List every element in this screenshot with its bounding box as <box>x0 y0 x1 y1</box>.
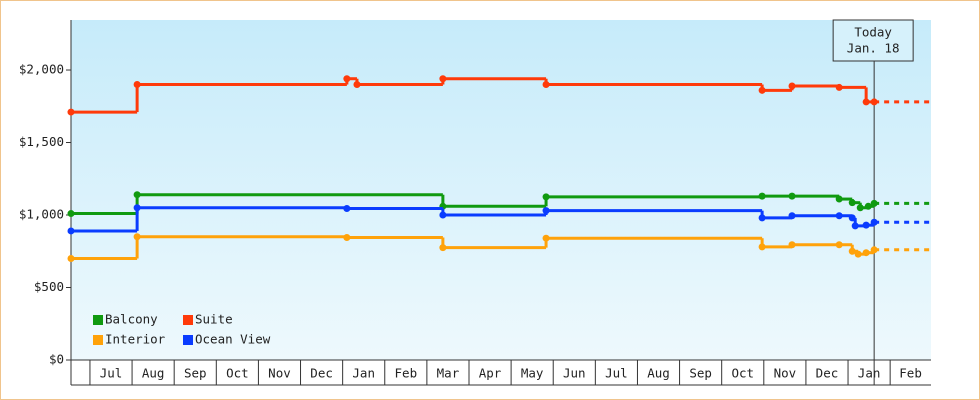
x-tick-label: Mar <box>437 366 460 381</box>
legend-label: Interior <box>105 332 166 347</box>
point <box>862 98 870 106</box>
point <box>851 222 859 230</box>
point <box>67 210 75 218</box>
x-tick-label: Jul <box>605 366 628 381</box>
point <box>848 214 856 222</box>
point <box>542 81 550 89</box>
y-tick-label: $1,000 <box>19 207 64 222</box>
x-tick-label: Apr <box>479 366 502 381</box>
point <box>133 81 141 89</box>
point <box>788 241 796 249</box>
point <box>862 221 870 229</box>
x-tick-label: Feb <box>395 366 418 381</box>
point <box>862 249 870 257</box>
point <box>848 199 856 207</box>
legend-label: Suite <box>195 312 233 327</box>
legend-swatch <box>183 315 193 325</box>
x-tick-label: Aug <box>647 366 670 381</box>
point <box>542 234 550 242</box>
today-box <box>832 19 914 62</box>
point <box>758 192 766 200</box>
point <box>133 191 141 199</box>
legend-swatch <box>183 335 193 345</box>
x-tick-label: Dec <box>310 366 333 381</box>
x-tick-label: Jun <box>563 366 586 381</box>
point <box>133 204 141 212</box>
x-tick-label: Oct <box>731 366 754 381</box>
legend-label: Ocean View <box>195 332 271 347</box>
x-tick-label: Sep <box>184 366 207 381</box>
point <box>343 233 351 241</box>
x-tick-label: Nov <box>268 366 291 381</box>
point <box>835 241 843 249</box>
point <box>67 108 75 116</box>
point <box>835 83 843 91</box>
point <box>439 75 447 83</box>
x-tick-label: Jan <box>858 366 881 381</box>
x-tick-label: Jul <box>100 366 123 381</box>
x-tick-label: Feb <box>899 366 922 381</box>
y-tick-label: $0 <box>49 352 64 367</box>
point <box>835 212 843 220</box>
point <box>835 195 843 203</box>
point <box>854 250 862 258</box>
x-tick-label: May <box>521 366 544 381</box>
point <box>343 75 351 83</box>
plot-area <box>71 20 931 360</box>
point <box>542 207 550 215</box>
point <box>788 82 796 90</box>
x-tick-label: Nov <box>774 366 797 381</box>
point <box>343 204 351 212</box>
today-label: Jan. 18 <box>847 41 900 56</box>
point <box>353 81 361 89</box>
legend-swatch <box>93 335 103 345</box>
point <box>788 192 796 200</box>
x-tick-label: Oct <box>226 366 249 381</box>
point <box>439 211 447 219</box>
today-label: Today <box>854 25 892 40</box>
legend-swatch <box>93 315 103 325</box>
point <box>67 255 75 263</box>
point <box>864 202 872 210</box>
y-tick-label: $1,500 <box>19 134 64 149</box>
y-tick-label: $2,000 <box>19 62 64 77</box>
x-tick-label: Jan <box>352 366 375 381</box>
legend-label: Balcony <box>105 312 158 327</box>
x-tick-label: Sep <box>689 366 712 381</box>
point <box>856 204 864 212</box>
x-tick-label: Dec <box>816 366 839 381</box>
point <box>758 243 766 251</box>
point <box>870 199 878 207</box>
point <box>67 227 75 235</box>
y-tick-label: $500 <box>34 279 64 294</box>
x-tick-label: Aug <box>142 366 165 381</box>
point <box>870 218 878 226</box>
point <box>870 246 878 254</box>
point <box>848 247 856 255</box>
point <box>788 212 796 220</box>
point <box>133 233 141 241</box>
point <box>758 214 766 222</box>
point <box>758 86 766 94</box>
point <box>542 193 550 201</box>
point <box>870 98 878 106</box>
point <box>439 244 447 252</box>
